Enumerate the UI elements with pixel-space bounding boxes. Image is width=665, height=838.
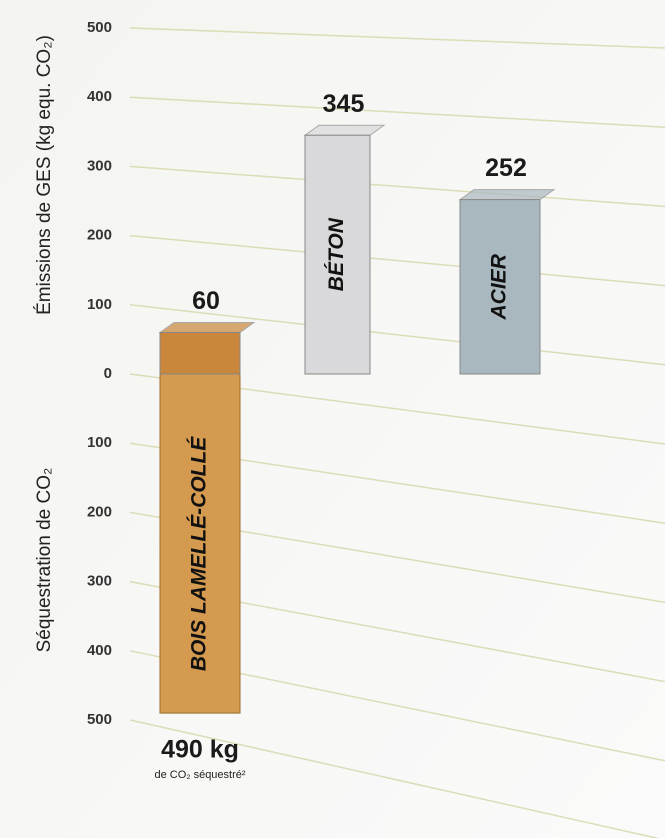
y-tick-label: 500 <box>87 19 112 36</box>
y-axis-title-negative: Séquestration de CO₂ <box>34 468 55 653</box>
grid-line <box>129 719 660 838</box>
y-tick-label: 200 <box>87 227 112 244</box>
y-tick-label: 100 <box>87 434 112 451</box>
annotation: de CO₂ séquestré² <box>154 769 245 781</box>
category-label: ACIER <box>488 253 511 320</box>
bar <box>304 134 371 375</box>
value-label: 60 <box>192 287 220 315</box>
category-label: BÉTON <box>325 217 348 291</box>
y-tick-label: 200 <box>87 503 112 520</box>
category-label: BOIS LAMELLÉ-COLLÉ <box>188 436 211 671</box>
y-tick-label: 500 <box>87 711 112 728</box>
bar-top-face <box>303 124 386 136</box>
y-tick-label: 400 <box>87 642 112 659</box>
y-tick-label: 0 <box>104 365 112 382</box>
bar-negative <box>159 373 241 714</box>
bar-top-face <box>458 189 556 201</box>
y-tick-label: 300 <box>87 157 112 174</box>
grid-line <box>129 234 665 287</box>
grid-line <box>129 27 665 49</box>
value-label: 345 <box>323 90 365 118</box>
y-tick-label: 300 <box>87 573 112 590</box>
y-tick-label: 400 <box>87 88 112 105</box>
plot: 490 kg de CO₂ séquestré² 60 BOIS LAMELLÉ-CO… <box>154 90 556 781</box>
bar <box>459 199 541 375</box>
value-label: 252 <box>485 154 527 182</box>
bar-top-face <box>158 321 256 333</box>
y-axis-title: Émissions de GES (kg equ. CO₂) <box>34 35 55 315</box>
bar <box>159 331 241 375</box>
value-label: 490 kg <box>161 736 239 764</box>
grid-line <box>129 304 665 366</box>
y-tick-label: 100 <box>87 296 112 313</box>
grid-line <box>129 165 665 208</box>
grid-line <box>129 96 665 128</box>
